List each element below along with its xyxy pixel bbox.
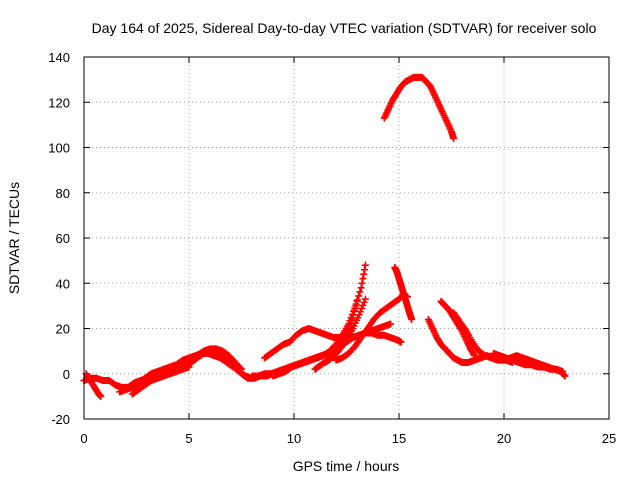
data-point (342, 333, 350, 341)
y-tick-label: 140 (48, 50, 70, 65)
data-points (80, 73, 569, 400)
data-point (361, 266, 369, 274)
x-tick-labels: 0 5 10 15 20 25 (80, 431, 616, 446)
y-tick-labels: -20 0 20 40 60 80 100 120 140 (48, 50, 70, 427)
series-arc-k (322, 297, 361, 366)
grid-lines (84, 57, 609, 419)
series-arc-n (380, 73, 458, 142)
data-point (349, 311, 357, 319)
y-tick-label: 0 (63, 367, 70, 382)
y-axis-label: SDTVAR / TECUs (6, 182, 22, 294)
data-point (560, 371, 568, 379)
data-point (358, 305, 366, 313)
data-point (348, 315, 356, 323)
y-tick-label: 120 (48, 95, 70, 110)
data-point (333, 348, 341, 356)
data-point (355, 311, 363, 319)
data-point (345, 323, 353, 331)
data-point (470, 350, 478, 358)
data-point (97, 392, 105, 400)
data-point (471, 352, 479, 360)
series-arc-c (116, 349, 256, 396)
data-point (353, 297, 361, 305)
x-tick-label: 20 (497, 431, 511, 446)
data-point (359, 301, 367, 309)
data-point (450, 134, 458, 142)
data-point (361, 261, 369, 269)
data-point (340, 336, 348, 344)
data-point (355, 292, 363, 300)
y-tick-label: -20 (51, 412, 70, 427)
x-axis-label: GPS time / hours (293, 458, 400, 474)
data-point (387, 320, 395, 328)
series-arc-m (391, 263, 416, 323)
data-point (352, 302, 360, 310)
data-point (360, 298, 368, 306)
data-point (347, 320, 355, 328)
data-point (236, 364, 244, 372)
data-point (559, 367, 567, 375)
y-tick-label: 80 (56, 186, 70, 201)
chart-title: Day 164 of 2025, Sidereal Day-to-day VTE… (92, 20, 597, 36)
x-tick-label: 0 (80, 431, 87, 446)
data-point (238, 365, 245, 373)
data-point (561, 372, 569, 380)
x-tick-label: 15 (392, 431, 406, 446)
series-arc-r (490, 349, 567, 375)
data-point (360, 270, 368, 278)
data-point (356, 288, 364, 296)
y-tick-label: 20 (56, 322, 70, 337)
x-tick-label: 10 (287, 431, 301, 446)
data-point (361, 295, 369, 303)
data-point (408, 315, 416, 323)
x-tick-label: 25 (602, 431, 616, 446)
data-point (356, 308, 364, 316)
x-tick-label: 5 (185, 431, 192, 446)
series-arc-b (82, 370, 105, 400)
y-tick-label: 40 (56, 276, 70, 291)
data-point (343, 329, 351, 337)
series-arc-l (332, 291, 411, 364)
series-arc-f (175, 345, 245, 373)
data-point (397, 338, 405, 346)
y-tick-label: 60 (56, 231, 70, 246)
plot-frame (83, 56, 610, 420)
data-point (357, 284, 365, 292)
data-point (358, 279, 366, 287)
data-point (344, 326, 352, 334)
data-point (359, 275, 367, 283)
y-tick-label: 100 (48, 141, 70, 156)
data-point (350, 306, 358, 314)
